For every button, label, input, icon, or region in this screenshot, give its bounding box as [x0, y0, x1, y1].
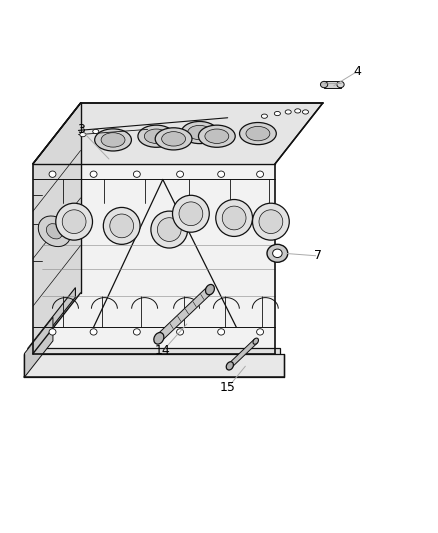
- Ellipse shape: [110, 214, 134, 238]
- Ellipse shape: [226, 362, 233, 370]
- Ellipse shape: [177, 171, 184, 177]
- Ellipse shape: [205, 129, 229, 143]
- Ellipse shape: [177, 329, 184, 335]
- Ellipse shape: [80, 133, 86, 137]
- Polygon shape: [33, 164, 275, 353]
- Polygon shape: [229, 339, 257, 368]
- Ellipse shape: [274, 111, 280, 116]
- Ellipse shape: [162, 132, 186, 146]
- Ellipse shape: [218, 171, 225, 177]
- Ellipse shape: [103, 207, 140, 244]
- Ellipse shape: [138, 125, 175, 147]
- Ellipse shape: [145, 129, 168, 143]
- Polygon shape: [28, 288, 75, 358]
- Ellipse shape: [38, 216, 71, 247]
- Ellipse shape: [218, 329, 225, 335]
- Ellipse shape: [49, 171, 56, 177]
- Ellipse shape: [285, 110, 291, 114]
- Ellipse shape: [155, 128, 192, 150]
- Ellipse shape: [134, 329, 140, 335]
- Ellipse shape: [257, 329, 264, 335]
- Ellipse shape: [90, 171, 97, 177]
- Ellipse shape: [157, 217, 181, 241]
- Text: 7: 7: [314, 249, 322, 262]
- Text: 15: 15: [220, 381, 236, 394]
- Ellipse shape: [216, 199, 253, 237]
- Ellipse shape: [257, 171, 264, 177]
- Polygon shape: [28, 348, 280, 358]
- Ellipse shape: [303, 110, 308, 114]
- Ellipse shape: [205, 285, 215, 295]
- Ellipse shape: [154, 333, 164, 344]
- Ellipse shape: [261, 114, 268, 118]
- Ellipse shape: [179, 202, 203, 225]
- Ellipse shape: [151, 211, 187, 248]
- Polygon shape: [157, 286, 212, 342]
- Polygon shape: [324, 82, 340, 88]
- Polygon shape: [25, 353, 284, 377]
- Ellipse shape: [337, 82, 344, 88]
- Ellipse shape: [198, 125, 235, 147]
- Ellipse shape: [134, 171, 140, 177]
- Ellipse shape: [246, 126, 270, 141]
- Polygon shape: [33, 103, 81, 353]
- Polygon shape: [25, 317, 53, 377]
- Ellipse shape: [295, 109, 301, 113]
- Ellipse shape: [267, 244, 288, 262]
- Ellipse shape: [49, 329, 56, 335]
- Ellipse shape: [272, 249, 282, 257]
- Ellipse shape: [187, 125, 212, 140]
- Ellipse shape: [95, 129, 131, 151]
- Ellipse shape: [62, 210, 86, 233]
- Ellipse shape: [321, 82, 328, 88]
- Ellipse shape: [90, 329, 97, 335]
- Ellipse shape: [46, 224, 63, 239]
- Ellipse shape: [253, 338, 258, 344]
- Ellipse shape: [101, 133, 125, 147]
- Text: 3: 3: [77, 123, 85, 136]
- Text: 4: 4: [353, 65, 361, 78]
- Ellipse shape: [173, 195, 209, 232]
- Polygon shape: [33, 103, 323, 164]
- Ellipse shape: [181, 122, 218, 143]
- Ellipse shape: [259, 210, 283, 233]
- Ellipse shape: [56, 203, 92, 240]
- Text: 14: 14: [155, 344, 171, 358]
- Ellipse shape: [253, 203, 289, 240]
- Ellipse shape: [240, 123, 276, 144]
- Ellipse shape: [93, 130, 99, 134]
- Ellipse shape: [222, 206, 246, 230]
